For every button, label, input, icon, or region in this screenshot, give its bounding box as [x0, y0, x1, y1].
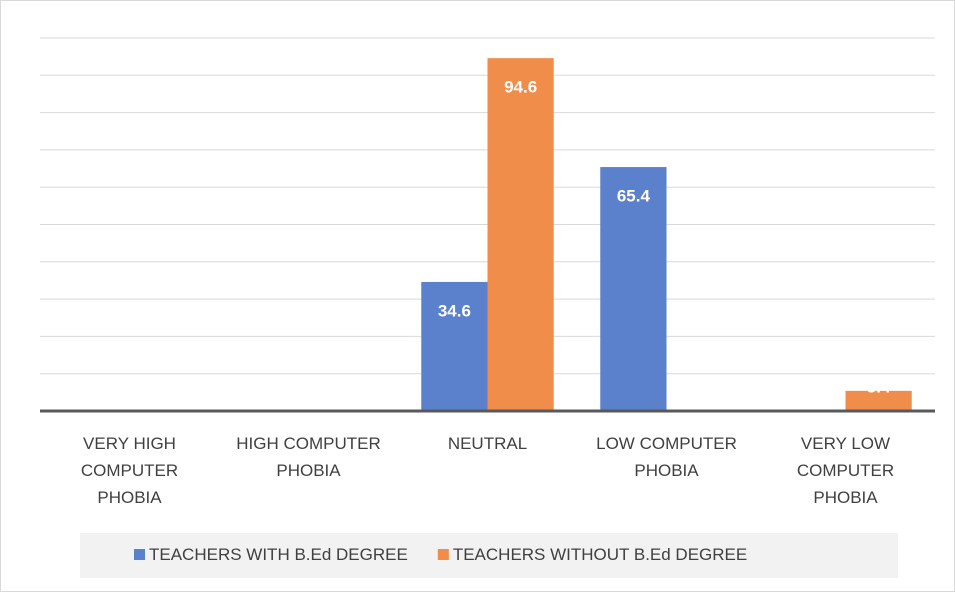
legend-swatch — [134, 549, 145, 560]
data-label: 0 — [808, 377, 817, 396]
bar — [600, 167, 667, 411]
x-tick-label: VERY HIGH COMPUTER PHOBIA — [81, 434, 178, 507]
data-label: 65.4 — [617, 187, 651, 206]
bar — [845, 390, 912, 411]
legend-label: TEACHERS WITH B.Ed DEGREE — [149, 545, 408, 564]
data-label: 94.6 — [504, 78, 537, 97]
legend-label: TEACHERS WITHOUT B.Ed DEGREE — [453, 545, 747, 564]
data-label: 0 — [92, 377, 101, 396]
data-label: 34.6 — [438, 301, 471, 320]
data-label: 5.4 — [867, 377, 891, 396]
legend-swatch — [437, 549, 449, 560]
bar — [421, 281, 488, 411]
data-label: 0 — [158, 377, 167, 396]
x-tick-label: NEUTRAL — [448, 434, 527, 453]
data-label: 0 — [271, 377, 280, 396]
data-label: 0 — [337, 377, 346, 396]
legend-box — [80, 533, 898, 578]
x-tick-label: HIGH COMPUTER PHOBIA — [236, 434, 381, 480]
x-tick-label: LOW COMPUTER PHOBIA — [596, 434, 737, 480]
bar — [487, 58, 554, 411]
data-label: 0 — [695, 377, 704, 396]
x-tick-label: VERY LOW COMPUTER PHOBIA — [797, 434, 894, 507]
